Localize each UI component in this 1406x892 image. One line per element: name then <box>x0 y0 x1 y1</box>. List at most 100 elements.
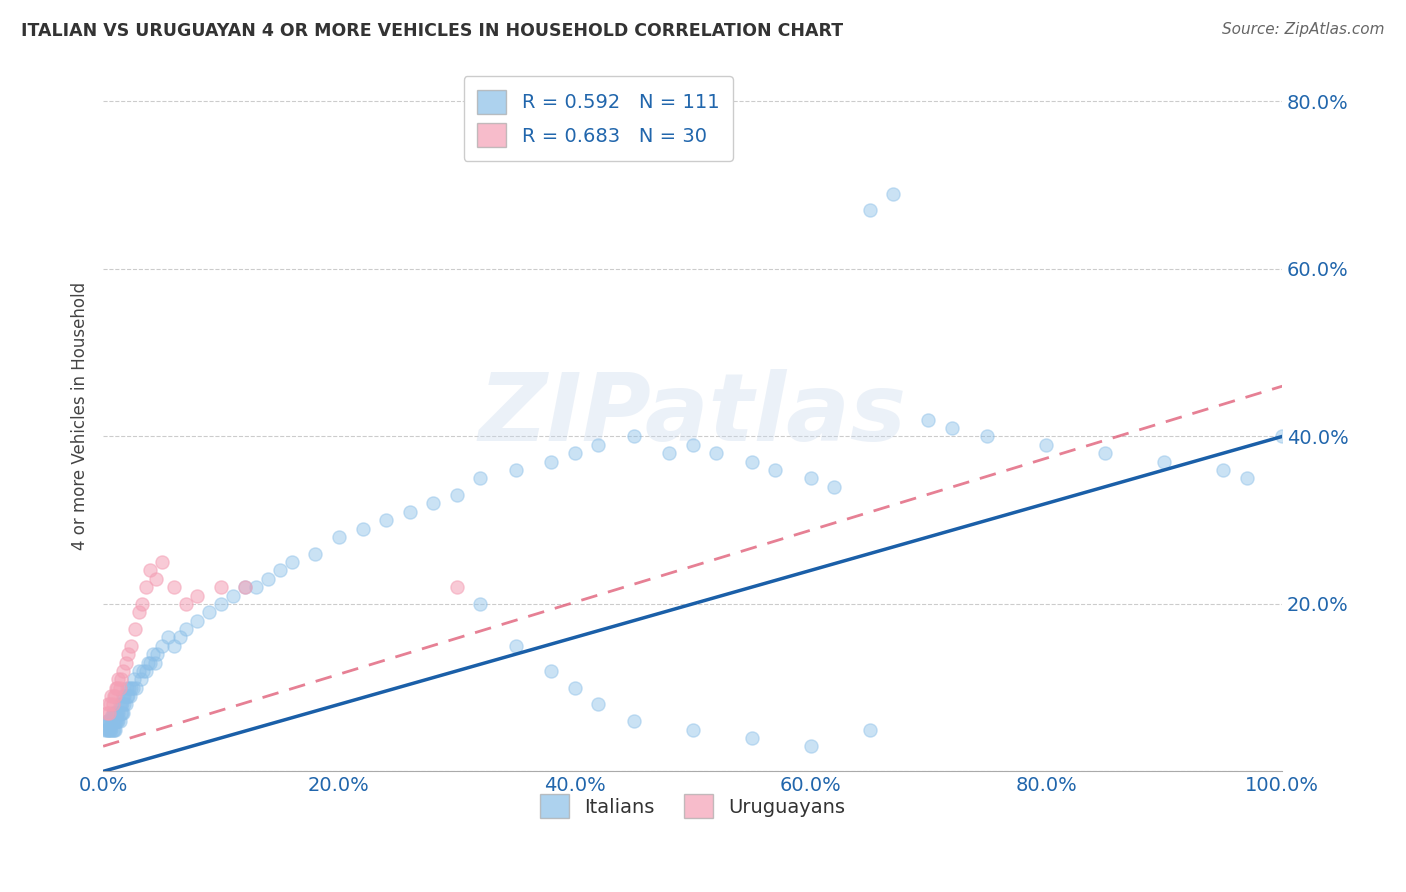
Point <box>101 714 124 728</box>
Point <box>120 689 142 703</box>
Point <box>375 513 398 527</box>
Point <box>470 471 492 485</box>
Point <box>105 706 128 720</box>
Point <box>131 597 153 611</box>
Point <box>704 446 727 460</box>
Point <box>186 589 208 603</box>
Point <box>446 580 468 594</box>
Point <box>198 605 221 619</box>
Point <box>682 723 704 737</box>
Point <box>398 505 420 519</box>
Point <box>114 656 136 670</box>
Point <box>139 563 162 577</box>
Point <box>125 681 148 695</box>
Point <box>103 714 125 728</box>
Point <box>422 496 444 510</box>
Point <box>132 664 155 678</box>
Point <box>100 723 122 737</box>
Point <box>150 639 173 653</box>
Point <box>128 605 150 619</box>
Point <box>101 698 124 712</box>
Point <box>120 639 142 653</box>
Point <box>108 681 131 695</box>
Text: Source: ZipAtlas.com: Source: ZipAtlas.com <box>1222 22 1385 37</box>
Point <box>588 698 610 712</box>
Point <box>117 689 139 703</box>
Point <box>103 723 125 737</box>
Point <box>104 723 127 737</box>
Point <box>100 710 122 724</box>
Point <box>233 580 256 594</box>
Point <box>540 454 562 468</box>
Point <box>129 673 152 687</box>
Point <box>505 463 527 477</box>
Point <box>107 673 129 687</box>
Y-axis label: 4 or more Vehicles in Household: 4 or more Vehicles in Household <box>72 282 89 549</box>
Point <box>976 429 998 443</box>
Point <box>564 681 586 695</box>
Point <box>1271 429 1294 443</box>
Point <box>146 647 169 661</box>
Point <box>101 706 124 720</box>
Point <box>97 698 120 712</box>
Point <box>96 706 118 720</box>
Point <box>114 698 136 712</box>
Point <box>128 664 150 678</box>
Point <box>156 631 179 645</box>
Point <box>245 580 267 594</box>
Point <box>540 664 562 678</box>
Point <box>112 689 135 703</box>
Point <box>104 714 127 728</box>
Point <box>139 656 162 670</box>
Point <box>108 698 131 712</box>
Point <box>1094 446 1116 460</box>
Point <box>108 714 131 728</box>
Point <box>105 681 128 695</box>
Point <box>98 714 121 728</box>
Point <box>564 446 586 460</box>
Point <box>1212 463 1234 477</box>
Point <box>103 689 125 703</box>
Point <box>623 714 645 728</box>
Point <box>136 656 159 670</box>
Point <box>105 706 128 720</box>
Point <box>112 698 135 712</box>
Point <box>174 622 197 636</box>
Point <box>682 438 704 452</box>
Point <box>470 597 492 611</box>
Point <box>117 647 139 661</box>
Point <box>100 689 122 703</box>
Point <box>186 614 208 628</box>
Point <box>101 723 124 737</box>
Point <box>115 681 138 695</box>
Point <box>882 186 904 201</box>
Point <box>96 723 118 737</box>
Point <box>98 698 121 712</box>
Point <box>174 597 197 611</box>
Point <box>150 555 173 569</box>
Point <box>112 689 135 703</box>
Point <box>98 723 121 737</box>
Point <box>98 714 121 728</box>
Point <box>658 446 681 460</box>
Point <box>741 731 763 745</box>
Point <box>98 723 121 737</box>
Point <box>96 714 118 728</box>
Point <box>135 580 157 594</box>
Point <box>800 739 823 754</box>
Point <box>1035 438 1057 452</box>
Point <box>163 639 186 653</box>
Point <box>110 706 132 720</box>
Point <box>122 673 145 687</box>
Point <box>97 723 120 737</box>
Point <box>94 723 117 737</box>
Point <box>135 664 157 678</box>
Point <box>124 622 146 636</box>
Point <box>1236 471 1258 485</box>
Point <box>98 706 121 720</box>
Point <box>105 714 128 728</box>
Point <box>104 689 127 703</box>
Point <box>763 463 786 477</box>
Point <box>505 639 527 653</box>
Point <box>100 718 122 732</box>
